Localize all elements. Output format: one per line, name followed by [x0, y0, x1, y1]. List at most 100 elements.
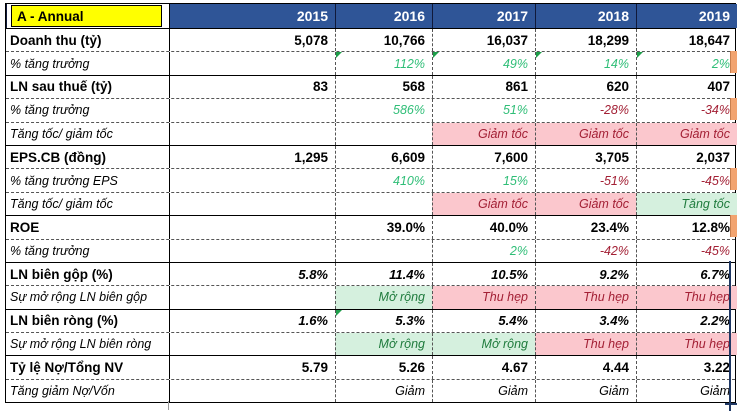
cell-2019[interactable]: 3.22 — [636, 356, 737, 379]
cell-2017[interactable]: Giảm — [432, 379, 535, 403]
cell-2019[interactable]: 6.7% — [636, 262, 737, 286]
cell-2016[interactable]: 10,766 — [335, 29, 432, 52]
row-label[interactable]: Sự mở rộng LN biên gộp — [6, 286, 169, 308]
cell-2015[interactable] — [169, 192, 335, 216]
year-header-2017[interactable]: 2017 — [432, 4, 535, 28]
cell-2016[interactable]: 410% — [335, 169, 432, 192]
row-label[interactable]: LN sau thuế (tỷ) — [6, 76, 169, 98]
cell-2017[interactable]: 40.0% — [432, 216, 535, 239]
year-header-2019[interactable]: 2019 — [636, 4, 737, 28]
cell-2019[interactable]: Giảm tốc — [636, 122, 737, 145]
cell-2015[interactable] — [169, 286, 335, 309]
cell-2019[interactable]: -34% — [636, 99, 737, 122]
cell-2017[interactable]: 4.67 — [432, 356, 535, 379]
cell-2018[interactable]: 23.4% — [535, 216, 636, 239]
cell-2016[interactable]: 5.3% — [335, 309, 432, 333]
cell-2019[interactable]: 407 — [636, 75, 737, 99]
cell-2019[interactable]: Tăng tốc — [636, 192, 737, 216]
row-label[interactable]: Tăng tốc/ giảm tốc — [6, 123, 169, 145]
cell-2019[interactable]: 2,037 — [636, 145, 737, 169]
row-label[interactable]: % tăng trưởng — [6, 99, 169, 121]
cell-2015[interactable] — [169, 122, 335, 145]
cell-2016[interactable]: Mở rộng — [335, 333, 432, 356]
cell-2015[interactable] — [169, 333, 335, 356]
cell-2016[interactable] — [335, 239, 432, 262]
cell-2018[interactable]: Giảm tốc — [535, 192, 636, 216]
cell-2015[interactable]: 5.8% — [169, 262, 335, 286]
cell-2015[interactable]: 83 — [169, 75, 335, 99]
row-label[interactable]: EPS.CB (đồng) — [6, 146, 169, 168]
cell-2016[interactable]: Giảm — [335, 379, 432, 403]
cell-2017[interactable]: 7,600 — [432, 145, 535, 169]
cell-2016[interactable]: 6,609 — [335, 145, 432, 169]
cell-2019[interactable]: -45% — [636, 239, 737, 262]
cell-2018[interactable]: 4.44 — [535, 356, 636, 379]
cell-2017[interactable]: 5.4% — [432, 309, 535, 333]
cell-2017[interactable]: Giảm tốc — [432, 192, 535, 216]
row-label[interactable]: % tăng trưởng — [6, 240, 169, 262]
cell-2018[interactable]: 3,705 — [535, 145, 636, 169]
cell-2019[interactable]: Thu hẹp — [636, 286, 737, 309]
cell-2016[interactable]: 568 — [335, 75, 432, 99]
cell-2015[interactable] — [169, 379, 335, 403]
cell-2017[interactable]: Mở rộng — [432, 333, 535, 356]
cell-2018[interactable]: 14% — [535, 52, 636, 75]
cell-2018[interactable]: -28% — [535, 99, 636, 122]
cell-2017[interactable]: 49% — [432, 52, 535, 75]
cell-2016[interactable]: Mở rộng — [335, 286, 432, 309]
cell-2015[interactable]: 1.6% — [169, 309, 335, 333]
cell-2019[interactable]: 2% — [636, 52, 737, 75]
cell-2015[interactable]: 1,295 — [169, 145, 335, 169]
row-label[interactable]: Tỷ lệ Nợ/Tổng NV — [6, 356, 169, 378]
cell-2019[interactable]: 12.8% — [636, 216, 737, 239]
cell-2015[interactable] — [169, 52, 335, 75]
row-label[interactable]: % tăng trưởng EPS — [6, 169, 169, 191]
cell-2017[interactable]: Giảm tốc — [432, 122, 535, 145]
cell-2017[interactable]: 861 — [432, 75, 535, 99]
cell-2016[interactable]: 586% — [335, 99, 432, 122]
cell-2019[interactable]: Giảm — [636, 379, 737, 403]
year-header-2018[interactable]: 2018 — [535, 4, 636, 28]
cell-2019[interactable]: 2.2% — [636, 309, 737, 333]
cell-2017[interactable]: 15% — [432, 169, 535, 192]
cell-2016[interactable] — [335, 122, 432, 145]
cell-2015[interactable]: 5,078 — [169, 29, 335, 52]
cell-2018[interactable]: 620 — [535, 75, 636, 99]
table-title-cell[interactable]: A - Annual — [6, 4, 169, 28]
cell-2017[interactable]: 51% — [432, 99, 535, 122]
cell-2016[interactable]: 39.0% — [335, 216, 432, 239]
row-label[interactable]: Tăng giảm Nợ/Vốn — [6, 380, 169, 402]
row-label[interactable]: LN biên gộp (%) — [6, 263, 169, 285]
row-label[interactable]: % tăng trưởng — [6, 52, 169, 74]
cell-2018[interactable]: 3.4% — [535, 309, 636, 333]
cell-2018[interactable]: Thu hẹp — [535, 333, 636, 356]
cell-2018[interactable]: 18,299 — [535, 29, 636, 52]
row-label[interactable]: Tăng tốc/ giảm tốc — [6, 193, 169, 215]
row-label[interactable]: LN biên ròng (%) — [6, 310, 169, 332]
cell-2019[interactable]: -45% — [636, 169, 737, 192]
cell-2015[interactable] — [169, 239, 335, 262]
cell-2018[interactable]: -51% — [535, 169, 636, 192]
year-header-2016[interactable]: 2016 — [335, 4, 432, 28]
cell-2016[interactable]: 11.4% — [335, 262, 432, 286]
cell-2018[interactable]: -42% — [535, 239, 636, 262]
cell-2016[interactable]: 5.26 — [335, 356, 432, 379]
cell-2016[interactable]: 112% — [335, 52, 432, 75]
cell-2017[interactable]: Thu hẹp — [432, 286, 535, 309]
cell-2019[interactable]: 18,647 — [636, 29, 737, 52]
cell-2015[interactable] — [169, 216, 335, 239]
cell-2017[interactable]: 16,037 — [432, 29, 535, 52]
cell-2018[interactable]: Giảm tốc — [535, 122, 636, 145]
row-label[interactable]: Sự mở rộng LN biên ròng — [6, 333, 169, 355]
cell-2016[interactable] — [335, 192, 432, 216]
year-header-2015[interactable]: 2015 — [169, 4, 335, 28]
cell-2019[interactable]: Thu hẹp — [636, 333, 737, 356]
cell-2018[interactable]: Thu hẹp — [535, 286, 636, 309]
cell-2015[interactable] — [169, 99, 335, 122]
cell-2015[interactable]: 5.79 — [169, 356, 335, 379]
cell-2017[interactable]: 10.5% — [432, 262, 535, 286]
cell-2015[interactable] — [169, 169, 335, 192]
row-label[interactable]: Doanh thu (tỷ) — [6, 29, 169, 51]
row-label[interactable]: ROE — [6, 216, 169, 238]
cell-2017[interactable]: 2% — [432, 239, 535, 262]
